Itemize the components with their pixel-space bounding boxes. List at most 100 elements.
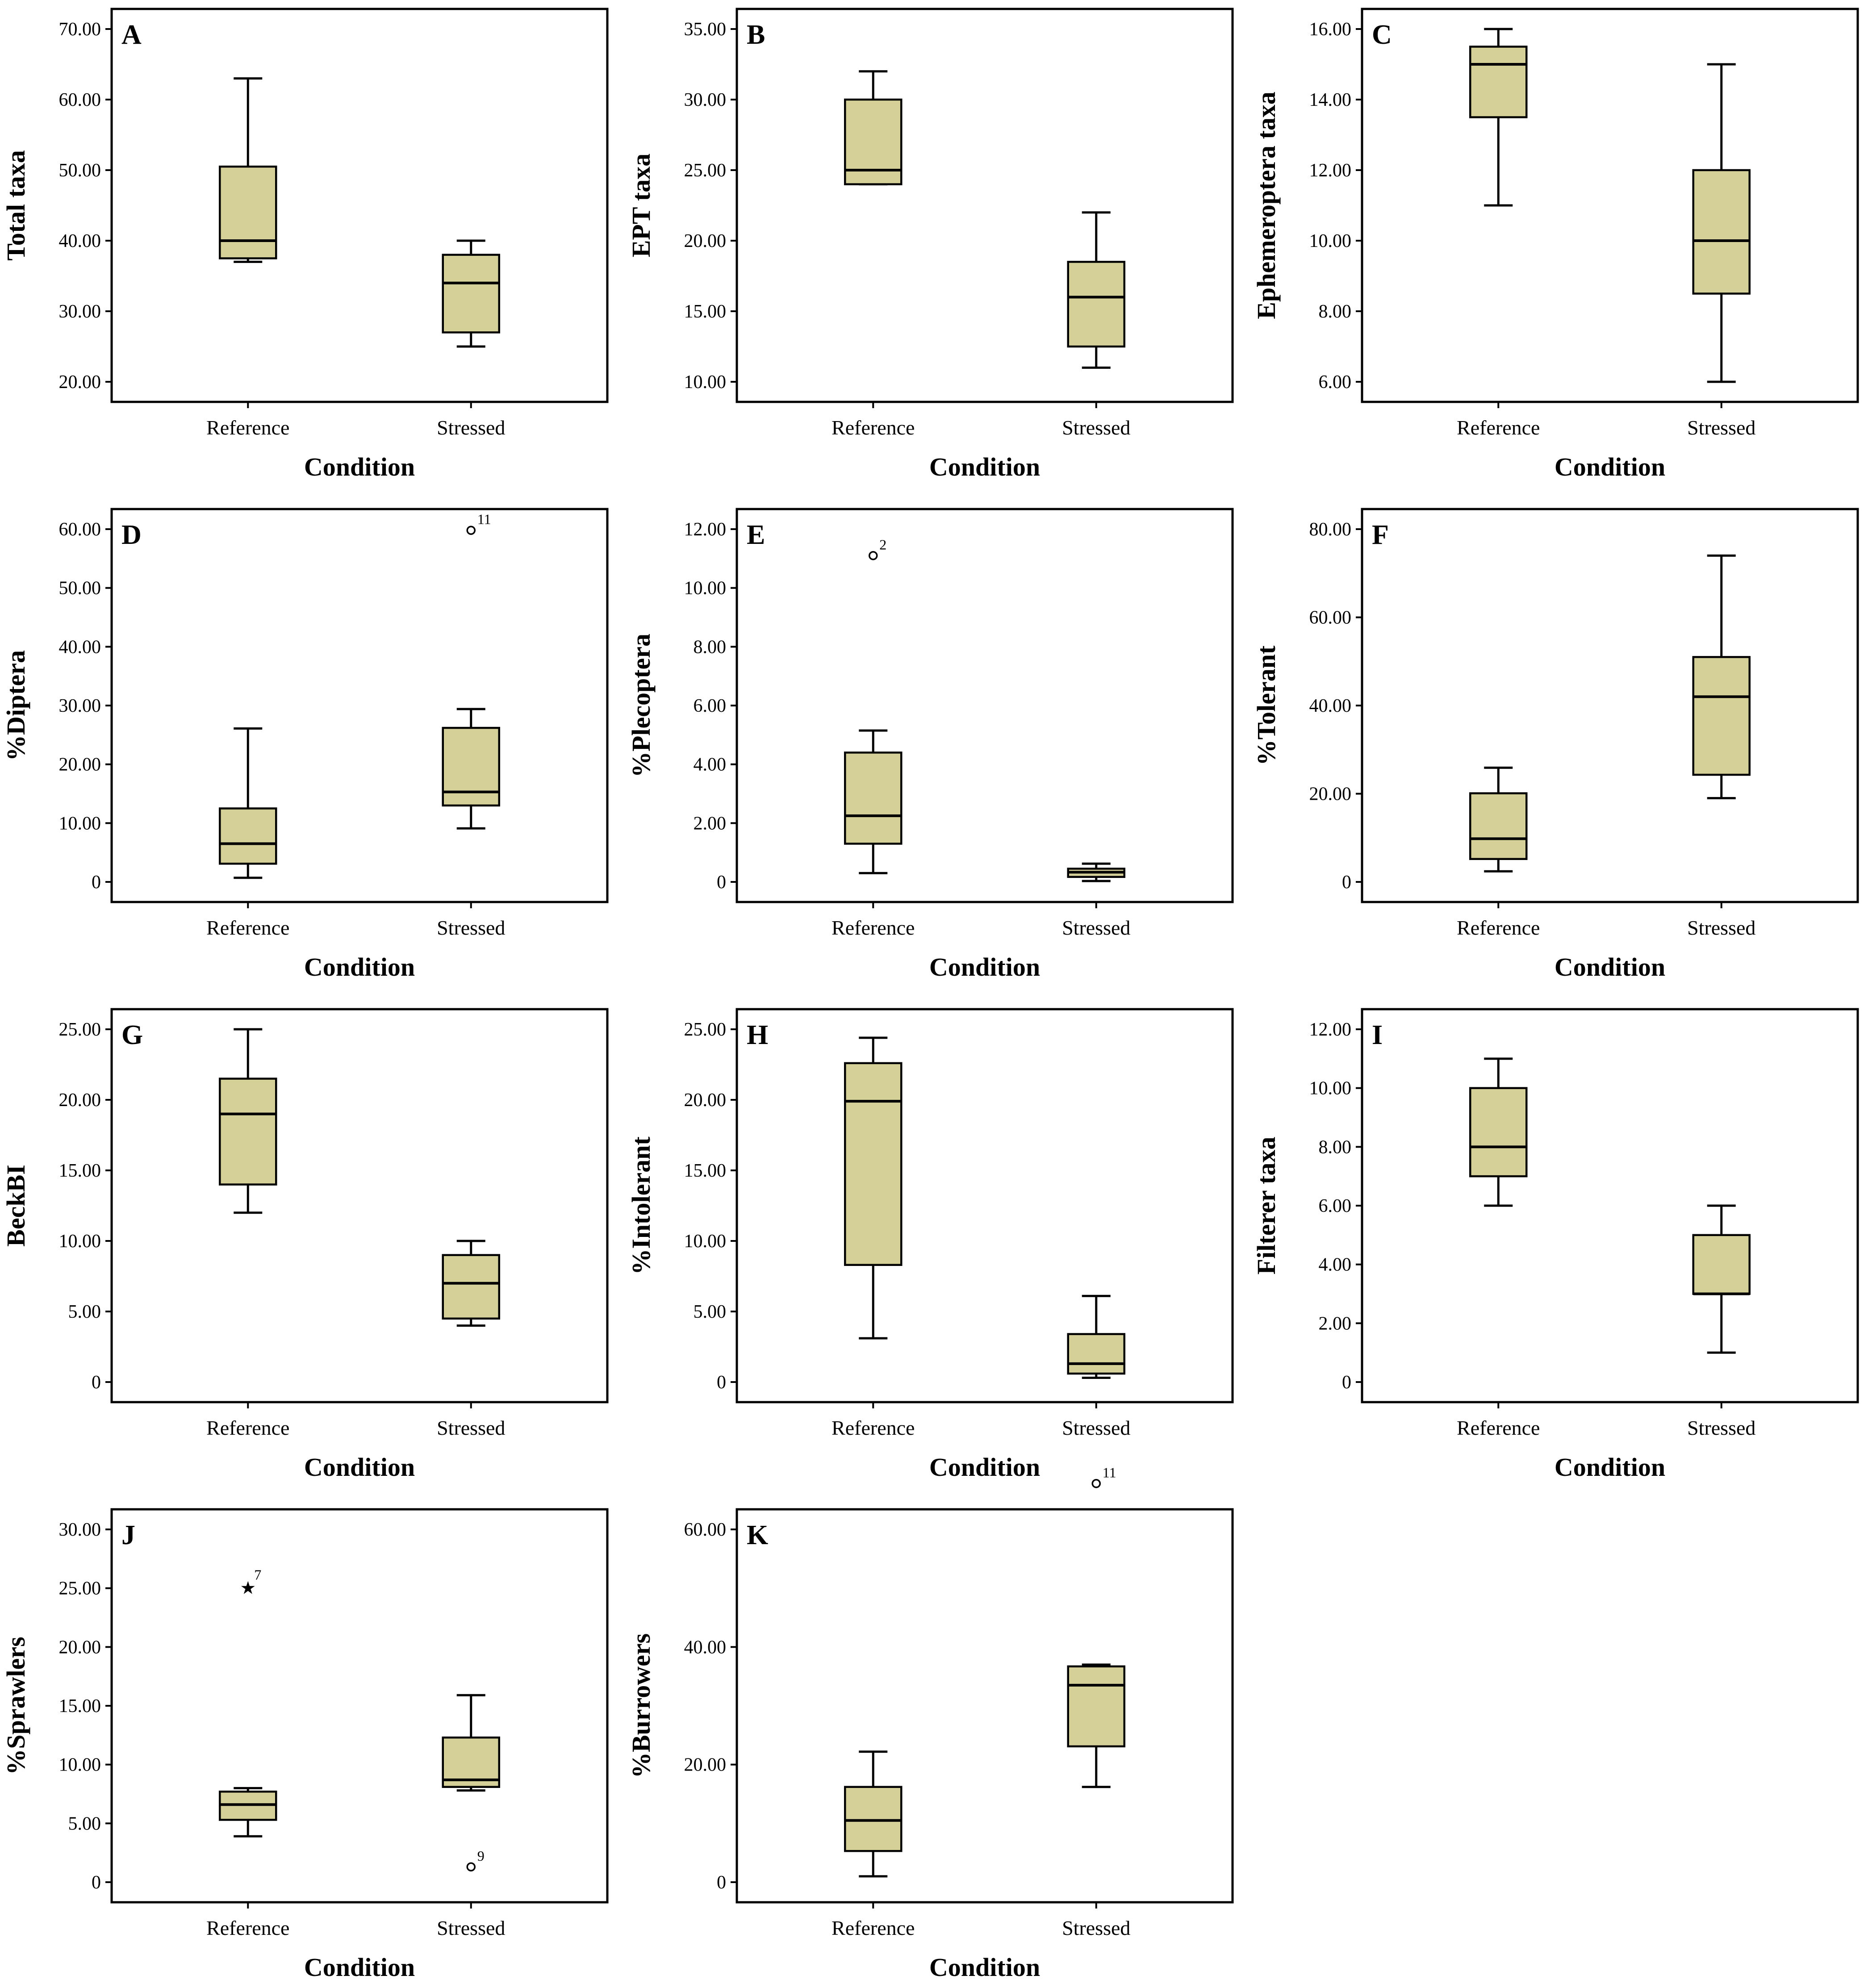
plot-frame: [1361, 508, 1859, 903]
x-axis-title: Condition: [929, 952, 1040, 981]
panel-letter: F: [1372, 520, 1389, 550]
panel-f: 0 20.00 40.00 60.00 80.00 Reference Stressed Co…: [1252, 508, 1859, 981]
plot-frame: [1361, 8, 1859, 403]
panel-h: 0 5.00 10.00 15.00 20.00 25.00 Reference Stress…: [627, 1008, 1234, 1482]
y-tick-label: 0: [717, 1872, 726, 1893]
x-axis-title: Condition: [304, 452, 415, 481]
y-tick-label: 10.00: [59, 813, 101, 834]
y-tick-label: 50.00: [59, 578, 101, 599]
panel-k: 0 20.00 40.00 60.00 Reference Stressed Conditi…: [627, 1464, 1234, 1982]
iqr-box: [219, 1078, 277, 1186]
panel-d: 0 10.00 20.00 30.00 40.00 50.00 60.00 Reference…: [1, 508, 609, 981]
x-tick-label-reference: Reference: [206, 416, 289, 439]
outlier-label: 11: [477, 511, 491, 527]
panel-letter: B: [747, 20, 765, 50]
panel-letter: C: [1372, 20, 1392, 50]
y-tick-label: 25.00: [684, 160, 727, 181]
y-tick-label: 20.00: [1309, 784, 1352, 805]
iqr-box: [1067, 261, 1125, 348]
x-tick-label-stressed: Stressed: [437, 1416, 505, 1439]
x-axis-title: Condition: [929, 1453, 1040, 1482]
y-tick-label: 8.00: [694, 637, 727, 657]
panel-letter: D: [121, 520, 142, 550]
y-tick-label: 16.00: [1309, 19, 1352, 40]
iqr-box: [844, 1786, 903, 1852]
y-axis-title: Filterer taxa: [1252, 1137, 1281, 1275]
iqr-box: [844, 752, 903, 845]
x-tick-label-stressed: Stressed: [1687, 1416, 1755, 1439]
box-reference: ★7: [219, 1566, 277, 1838]
box-stressed: 11: [442, 511, 500, 830]
box-reference: [219, 1028, 277, 1214]
y-tick-label: 10.00: [684, 1231, 727, 1252]
y-tick-label: 15.00: [684, 301, 727, 322]
y-axis-title: %Plecoptera: [627, 634, 656, 777]
y-tick-label: 0: [92, 872, 101, 893]
y-tick-label: 10.00: [684, 578, 727, 599]
y-axis-title: Total taxa: [1, 150, 30, 261]
y-tick-label: 40.00: [1309, 696, 1352, 716]
x-axis-title: Condition: [304, 1453, 415, 1482]
box-stressed: [1067, 1295, 1125, 1379]
y-tick-label: 0: [92, 1372, 101, 1393]
x-axis-title: Condition: [929, 452, 1040, 481]
y-tick-label: 0: [717, 1372, 726, 1393]
panel-a: 20.00 30.00 40.00 50.00 60.00 70.00 Reference S…: [1, 8, 609, 481]
x-tick-label-reference: Reference: [206, 1917, 289, 1939]
extreme-outlier-star: ★: [240, 1578, 256, 1598]
y-tick-label: 60.00: [59, 90, 101, 110]
y-tick-label: 30.00: [59, 301, 101, 322]
iqr-box: [1469, 1087, 1528, 1178]
outlier-point: [466, 526, 476, 535]
iqr-box: [1692, 169, 1751, 295]
box-reference: [1469, 1057, 1528, 1207]
y-tick-label: 10.00: [59, 1231, 101, 1252]
x-tick-label-reference: Reference: [206, 916, 289, 939]
x-axis-title: Condition: [929, 1953, 1040, 1982]
y-tick-label: 40.00: [684, 1637, 727, 1658]
y-tick-label: 8.00: [1319, 1137, 1352, 1157]
y-tick-label: 30.00: [59, 696, 101, 716]
x-axis-title: Condition: [1555, 952, 1665, 981]
box-reference: [219, 77, 277, 263]
panel-letter: E: [747, 520, 765, 550]
panel-letter: A: [121, 20, 142, 50]
y-tick-label: 10.00: [1309, 1078, 1352, 1099]
box-stressed: [442, 1240, 500, 1327]
box-stressed: [1692, 554, 1751, 799]
y-tick-label: 25.00: [59, 1019, 101, 1040]
y-tick-label: 80.00: [1309, 519, 1352, 540]
x-tick-label-stressed: Stressed: [1062, 1416, 1130, 1439]
x-axis-title: Condition: [304, 952, 415, 981]
y-axis-title: EPT taxa: [627, 154, 656, 258]
box-reference: [844, 1750, 903, 1878]
y-tick-label: 15.00: [59, 1696, 101, 1717]
iqr-box: [219, 807, 277, 865]
panel-b: 10.00 15.00 20.00 25.00 30.00 35.00 Reference S…: [627, 8, 1234, 481]
y-tick-label: 60.00: [59, 519, 101, 540]
y-tick-label: 6.00: [694, 696, 727, 716]
y-axis-title: Ephemeroptera taxa: [1252, 92, 1281, 319]
y-tick-label: 30.00: [684, 90, 727, 110]
iqr-box: [1469, 792, 1528, 860]
y-tick-label: 5.00: [694, 1302, 727, 1322]
plot-frame: [735, 508, 1234, 903]
y-axis-title: %Diptera: [1, 650, 30, 761]
y-tick-label: 6.00: [1319, 372, 1352, 393]
x-tick-label-stressed: Stressed: [1062, 916, 1130, 939]
x-tick-label-reference: Reference: [1457, 1416, 1540, 1439]
y-tick-label: 10.00: [1309, 231, 1352, 251]
x-tick-label-reference: Reference: [206, 1416, 289, 1439]
y-tick-label: 35.00: [684, 19, 727, 40]
plot-frame: [735, 1508, 1234, 1904]
y-tick-label: 25.00: [684, 1019, 727, 1040]
x-tick-label-stressed: Stressed: [437, 416, 505, 439]
box-stressed: [442, 239, 500, 348]
x-tick-label-stressed: Stressed: [1687, 916, 1755, 939]
box-reference: [1469, 766, 1528, 873]
panel-c: 6.00 8.00 10.00 12.00 14.00 16.00 Reference Str…: [1252, 8, 1859, 481]
iqr-box: [442, 254, 500, 334]
box-stressed: [1067, 211, 1125, 369]
box-reference: [219, 727, 277, 879]
